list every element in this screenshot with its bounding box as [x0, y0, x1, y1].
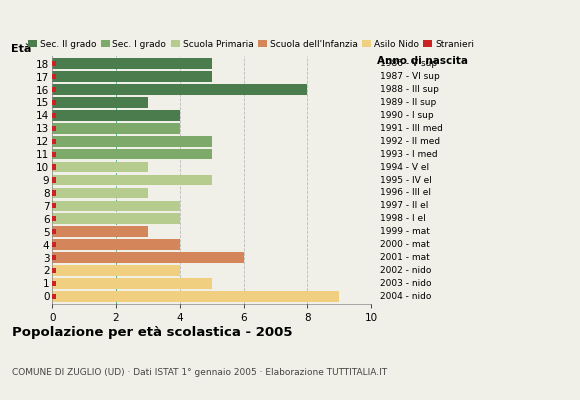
- Text: Età: Età: [10, 44, 31, 54]
- Text: 1990 - I sup: 1990 - I sup: [380, 111, 433, 120]
- Bar: [52, 190, 56, 196]
- Text: 1993 - I med: 1993 - I med: [380, 150, 437, 159]
- Text: 1988 - III sup: 1988 - III sup: [380, 85, 439, 94]
- Bar: [52, 200, 180, 211]
- Bar: [52, 294, 56, 299]
- Legend: Sec. II grado, Sec. I grado, Scuola Primaria, Scuola dell'Infanzia, Asilo Nido, : Sec. II grado, Sec. I grado, Scuola Prim…: [28, 40, 474, 49]
- Text: 2002 - nido: 2002 - nido: [380, 266, 432, 275]
- Text: COMUNE DI ZUGLIO (UD) · Dati ISTAT 1° gennaio 2005 · Elaborazione TUTTITALIA.IT: COMUNE DI ZUGLIO (UD) · Dati ISTAT 1° ge…: [12, 368, 387, 377]
- Bar: [52, 175, 212, 185]
- Bar: [52, 87, 56, 92]
- Bar: [52, 164, 56, 170]
- Text: 1994 - V el: 1994 - V el: [380, 162, 429, 172]
- Bar: [52, 74, 56, 79]
- Bar: [52, 278, 212, 289]
- Text: 2003 - nido: 2003 - nido: [380, 279, 432, 288]
- Bar: [52, 100, 56, 105]
- Bar: [52, 214, 180, 224]
- Bar: [52, 58, 212, 69]
- Text: 2004 - nido: 2004 - nido: [380, 292, 432, 301]
- Bar: [52, 136, 212, 146]
- Text: 1995 - IV el: 1995 - IV el: [380, 176, 432, 184]
- Bar: [52, 71, 212, 82]
- Text: 1999 - mat: 1999 - mat: [380, 227, 430, 236]
- Bar: [52, 113, 56, 118]
- Bar: [52, 61, 56, 66]
- Bar: [52, 226, 148, 237]
- Bar: [52, 149, 212, 160]
- Bar: [52, 281, 56, 286]
- Bar: [52, 268, 56, 273]
- Bar: [52, 216, 56, 221]
- Text: 1991 - III med: 1991 - III med: [380, 124, 443, 133]
- Text: Anno di nascita: Anno di nascita: [377, 56, 468, 66]
- Bar: [52, 252, 244, 263]
- Bar: [52, 188, 148, 198]
- Bar: [52, 255, 56, 260]
- Bar: [52, 239, 180, 250]
- Text: 2000 - mat: 2000 - mat: [380, 240, 430, 249]
- Text: 1989 - II sup: 1989 - II sup: [380, 98, 436, 107]
- Bar: [52, 139, 56, 144]
- Bar: [52, 162, 148, 172]
- Bar: [52, 152, 56, 157]
- Bar: [52, 84, 307, 95]
- Text: 1997 - II el: 1997 - II el: [380, 201, 428, 210]
- Bar: [52, 203, 56, 208]
- Bar: [52, 110, 180, 121]
- Bar: [52, 242, 56, 247]
- Bar: [52, 97, 148, 108]
- Bar: [52, 291, 339, 302]
- Text: 1996 - III el: 1996 - III el: [380, 188, 431, 198]
- Bar: [52, 265, 180, 276]
- Bar: [52, 229, 56, 234]
- Bar: [52, 126, 56, 131]
- Text: 1992 - II med: 1992 - II med: [380, 137, 440, 146]
- Text: 1987 - VI sup: 1987 - VI sup: [380, 72, 440, 81]
- Text: 1998 - I el: 1998 - I el: [380, 214, 426, 223]
- Text: Popolazione per età scolastica - 2005: Popolazione per età scolastica - 2005: [12, 326, 292, 339]
- Text: 2001 - mat: 2001 - mat: [380, 253, 430, 262]
- Bar: [52, 177, 56, 183]
- Bar: [52, 123, 180, 134]
- Text: 1986 - V sup: 1986 - V sup: [380, 59, 437, 68]
